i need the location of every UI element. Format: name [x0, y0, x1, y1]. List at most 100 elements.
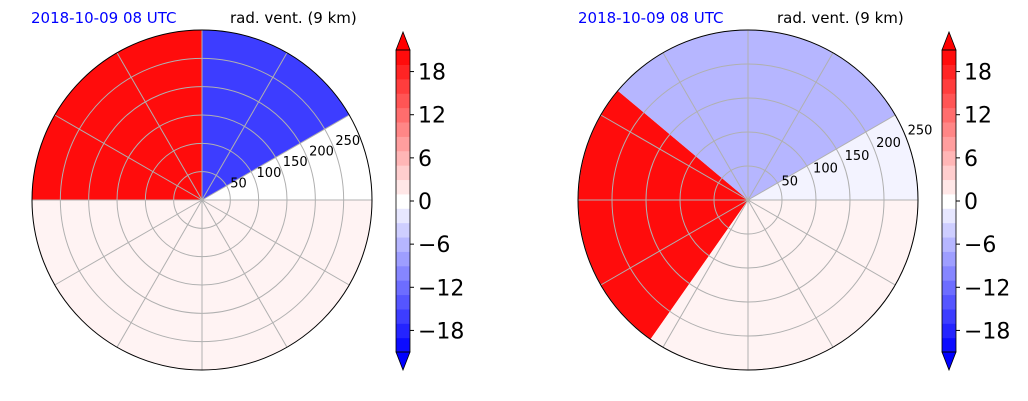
panel-right-colorbar-band-7: [942, 236, 956, 252]
panel-right-colorbar-extend-min: [941, 351, 957, 372]
panel-left-colorbar-band-16: [396, 107, 410, 123]
panel-right-field-sector-0: [578, 89, 748, 341]
panel-right-colorbar-band-19: [942, 64, 956, 80]
panel-left-radial-labels: 50 100 150 200 250: [230, 134, 360, 191]
panel-right-colorbar-band-16: [942, 107, 956, 123]
panel-left: 2018-10-09 08 UTC rad. vent. (9 km) 50 1…: [31, 9, 464, 372]
panel-right-variable-title: rad. vent. (9 km): [777, 9, 904, 27]
panel-right-grid-spoke-240: [662, 199, 749, 348]
panel-left-colorbar-band-20: [396, 50, 410, 65]
panel-right-cb-tick-neg18: −18: [964, 319, 1010, 344]
panel-left-colorbar-band-0: [396, 337, 410, 353]
panel-right-colorbar-band-17: [942, 93, 956, 109]
panel-left-cb-tick-neg18: −18: [418, 319, 464, 344]
panel-right-grid-spoke-120: [662, 52, 749, 201]
panel-right-colorbar-band-5: [942, 265, 956, 281]
panel-left-colorbar-band-3: [396, 294, 410, 310]
panel-right-cb-tick-neg6: −6: [964, 233, 996, 258]
panel-left-colorbar: 18 12 6 0 −6 −12 −18: [395, 30, 464, 372]
panel-right-polar-field: [578, 30, 918, 370]
panel-right-cb-tick-0: 0: [964, 190, 978, 215]
panel-left-radial-label-200: 200: [309, 145, 334, 160]
panel-right-colorbar-band-4: [942, 280, 956, 296]
panel-left-colorbar-band-12: [396, 165, 410, 181]
panel-left-colorbar-band-8: [396, 222, 410, 238]
panel-left-cb-tick-12: 12: [418, 104, 446, 129]
panel-left-colorbar-band-11: [396, 179, 410, 195]
panel-right-field-sector-1: [616, 30, 897, 200]
panel-left-grid-spoke-300: [201, 199, 288, 348]
panel-left-colorbar-band-19: [396, 64, 410, 80]
panel-right: 2018-10-09 08 UTC rad. vent. (9 km) 50 1…: [577, 9, 1010, 372]
panel-left-grid-spoke-120: [116, 52, 203, 201]
panel-right-colorbar-band-9: [942, 208, 956, 224]
panel-right-cb-tick-6: 6: [964, 147, 978, 172]
panel-right-field-sector-2: [649, 200, 918, 370]
panel-right-colorbar-band-12: [942, 165, 956, 181]
panel-right-grid-spoke-330: [747, 199, 896, 286]
panel-left-date-title: 2018-10-09 08 UTC: [31, 9, 177, 27]
panel-right-colorbar-band-0: [942, 337, 956, 353]
panel-left-radial-label-50: 50: [230, 176, 247, 191]
panel-right-colorbar: 18 12 6 0 −6 −12 −18: [941, 30, 1010, 372]
panel-right-colorbar-band-8: [942, 222, 956, 238]
panel-left-cb-tick-18: 18: [418, 61, 446, 86]
panel-left-colorbar-band-7: [396, 236, 410, 252]
panel-right-colorbar-band-1: [942, 323, 956, 339]
panel-left-field-sector-3: [202, 114, 372, 200]
panel-left-radial-label-250: 250: [335, 134, 360, 149]
panel-left-colorbar-band-2: [396, 308, 410, 324]
panel-left-colorbar-extend-min: [395, 351, 411, 372]
panel-left-colorbar-band-6: [396, 251, 410, 267]
panel-right-colorbar-band-20: [942, 50, 956, 65]
panel-right-grid-spoke-60: [747, 52, 834, 201]
panel-right-grid-spoke-150: [600, 114, 749, 201]
panel-left-radial-label-150: 150: [283, 155, 308, 170]
panel-left-colorbar-band-13: [396, 150, 410, 166]
panel-right-date-title: 2018-10-09 08 UTC: [578, 9, 724, 27]
panel-right-colorbar-band-3: [942, 294, 956, 310]
panel-right-grid-spoke-300: [747, 199, 834, 348]
panel-left-cb-tick-neg6: −6: [418, 233, 450, 258]
panel-left-radial-label-100: 100: [257, 166, 282, 181]
panel-right-radial-label-150: 150: [845, 149, 870, 164]
panel-right-cb-tick-neg12: −12: [964, 276, 1010, 301]
panel-left-colorbar-band-15: [396, 121, 410, 137]
panel-left-cb-tick-0: 0: [418, 190, 432, 215]
panel-right-colorbar-extend-max: [941, 30, 957, 51]
panel-left-colorbar-band-1: [396, 323, 410, 339]
panel-right-field-sector-3: [748, 114, 918, 200]
panel-left-cb-tick-6: 6: [418, 147, 432, 172]
panel-left-colorbar-band-5: [396, 265, 410, 281]
panel-right-colorbar-band-6: [942, 251, 956, 267]
panel-left-colorbar-ticks: 18 12 6 0 −6 −12 −18: [418, 61, 464, 345]
panel-left-colorbar-band-4: [396, 280, 410, 296]
panel-left-grid-spoke-150: [54, 114, 203, 201]
panel-right-radial-label-200: 200: [876, 136, 901, 151]
panel-left-cb-tick-neg12: −12: [418, 276, 464, 301]
panel-left-grid-spoke-240: [116, 199, 203, 348]
panel-left-grid-spoke-60: [201, 52, 288, 201]
panel-left-colorbar-band-9: [396, 208, 410, 224]
panel-left-variable-title: rad. vent. (9 km): [230, 9, 357, 27]
panel-right-colorbar-band-15: [942, 121, 956, 137]
panel-left-polar-field: [32, 30, 372, 370]
panel-right-colorbar-band-18: [942, 78, 956, 94]
panel-left-colorbar-band-14: [396, 136, 410, 152]
panel-right-colorbar-band-2: [942, 308, 956, 324]
panel-right-radial-label-100: 100: [813, 162, 838, 177]
panel-left-polar-grid: [32, 30, 372, 370]
panel-left-colorbar-band-10: [396, 193, 410, 209]
panel-right-colorbar-band-14: [942, 136, 956, 152]
panel-right-polar-grid: [578, 30, 918, 370]
panel-right-colorbar-band-13: [942, 150, 956, 166]
panel-left-grid-spoke-330: [201, 199, 350, 286]
panel-right-grid-spoke-210: [600, 199, 749, 286]
panel-right-polar-outline: [577, 29, 919, 371]
panel-right-cb-tick-12: 12: [964, 104, 992, 129]
panel-right-grid-spoke-30: [747, 114, 896, 201]
panel-right-radial-labels: 50 100 150 200 250: [782, 123, 933, 189]
panel-left-polar-outline: [31, 29, 373, 371]
panel-right-cb-tick-18: 18: [964, 61, 992, 86]
